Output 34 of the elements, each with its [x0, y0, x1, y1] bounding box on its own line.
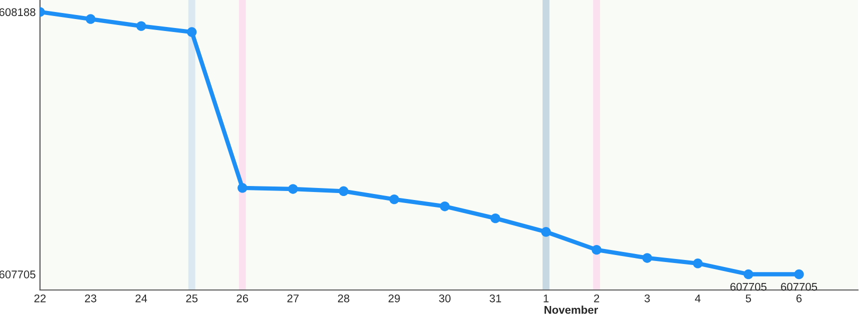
data-label: 607705: [730, 282, 766, 291]
x-tick-label: 27: [287, 294, 299, 302]
x-tick-label: 31: [490, 294, 502, 302]
point: [692, 258, 703, 268]
x-tick-label: 2: [594, 294, 600, 302]
point: [794, 269, 804, 280]
text: November: [544, 306, 598, 314]
x-tick-label: 26: [236, 294, 248, 302]
point: [642, 253, 652, 263]
x-tick-label: 23: [84, 294, 96, 302]
data-label: 607705: [781, 282, 818, 291]
x-tick-label: 29: [388, 294, 400, 302]
point: [389, 194, 400, 204]
point: [744, 269, 754, 280]
point: [490, 213, 500, 224]
x-tick-label: 25: [186, 294, 198, 302]
x-tick-label: 22: [34, 294, 46, 302]
point: [541, 227, 551, 237]
point: [440, 202, 450, 212]
point: [592, 244, 602, 255]
x-tick-label: 30: [439, 294, 451, 302]
x-tick-label: 6: [796, 294, 802, 302]
point: [86, 14, 96, 24]
point: [288, 184, 298, 194]
x-tick-label: 3: [644, 294, 650, 302]
x-tick-label: 1: [544, 294, 549, 302]
point: [136, 21, 146, 31]
x-tick-label: 4: [694, 294, 701, 302]
point: [338, 186, 348, 196]
x-tick-label: 28: [338, 294, 350, 302]
x-tick-label: 24: [136, 294, 148, 302]
point: [238, 183, 248, 193]
point: [186, 27, 197, 37]
x-tick-label: 5: [746, 294, 752, 302]
